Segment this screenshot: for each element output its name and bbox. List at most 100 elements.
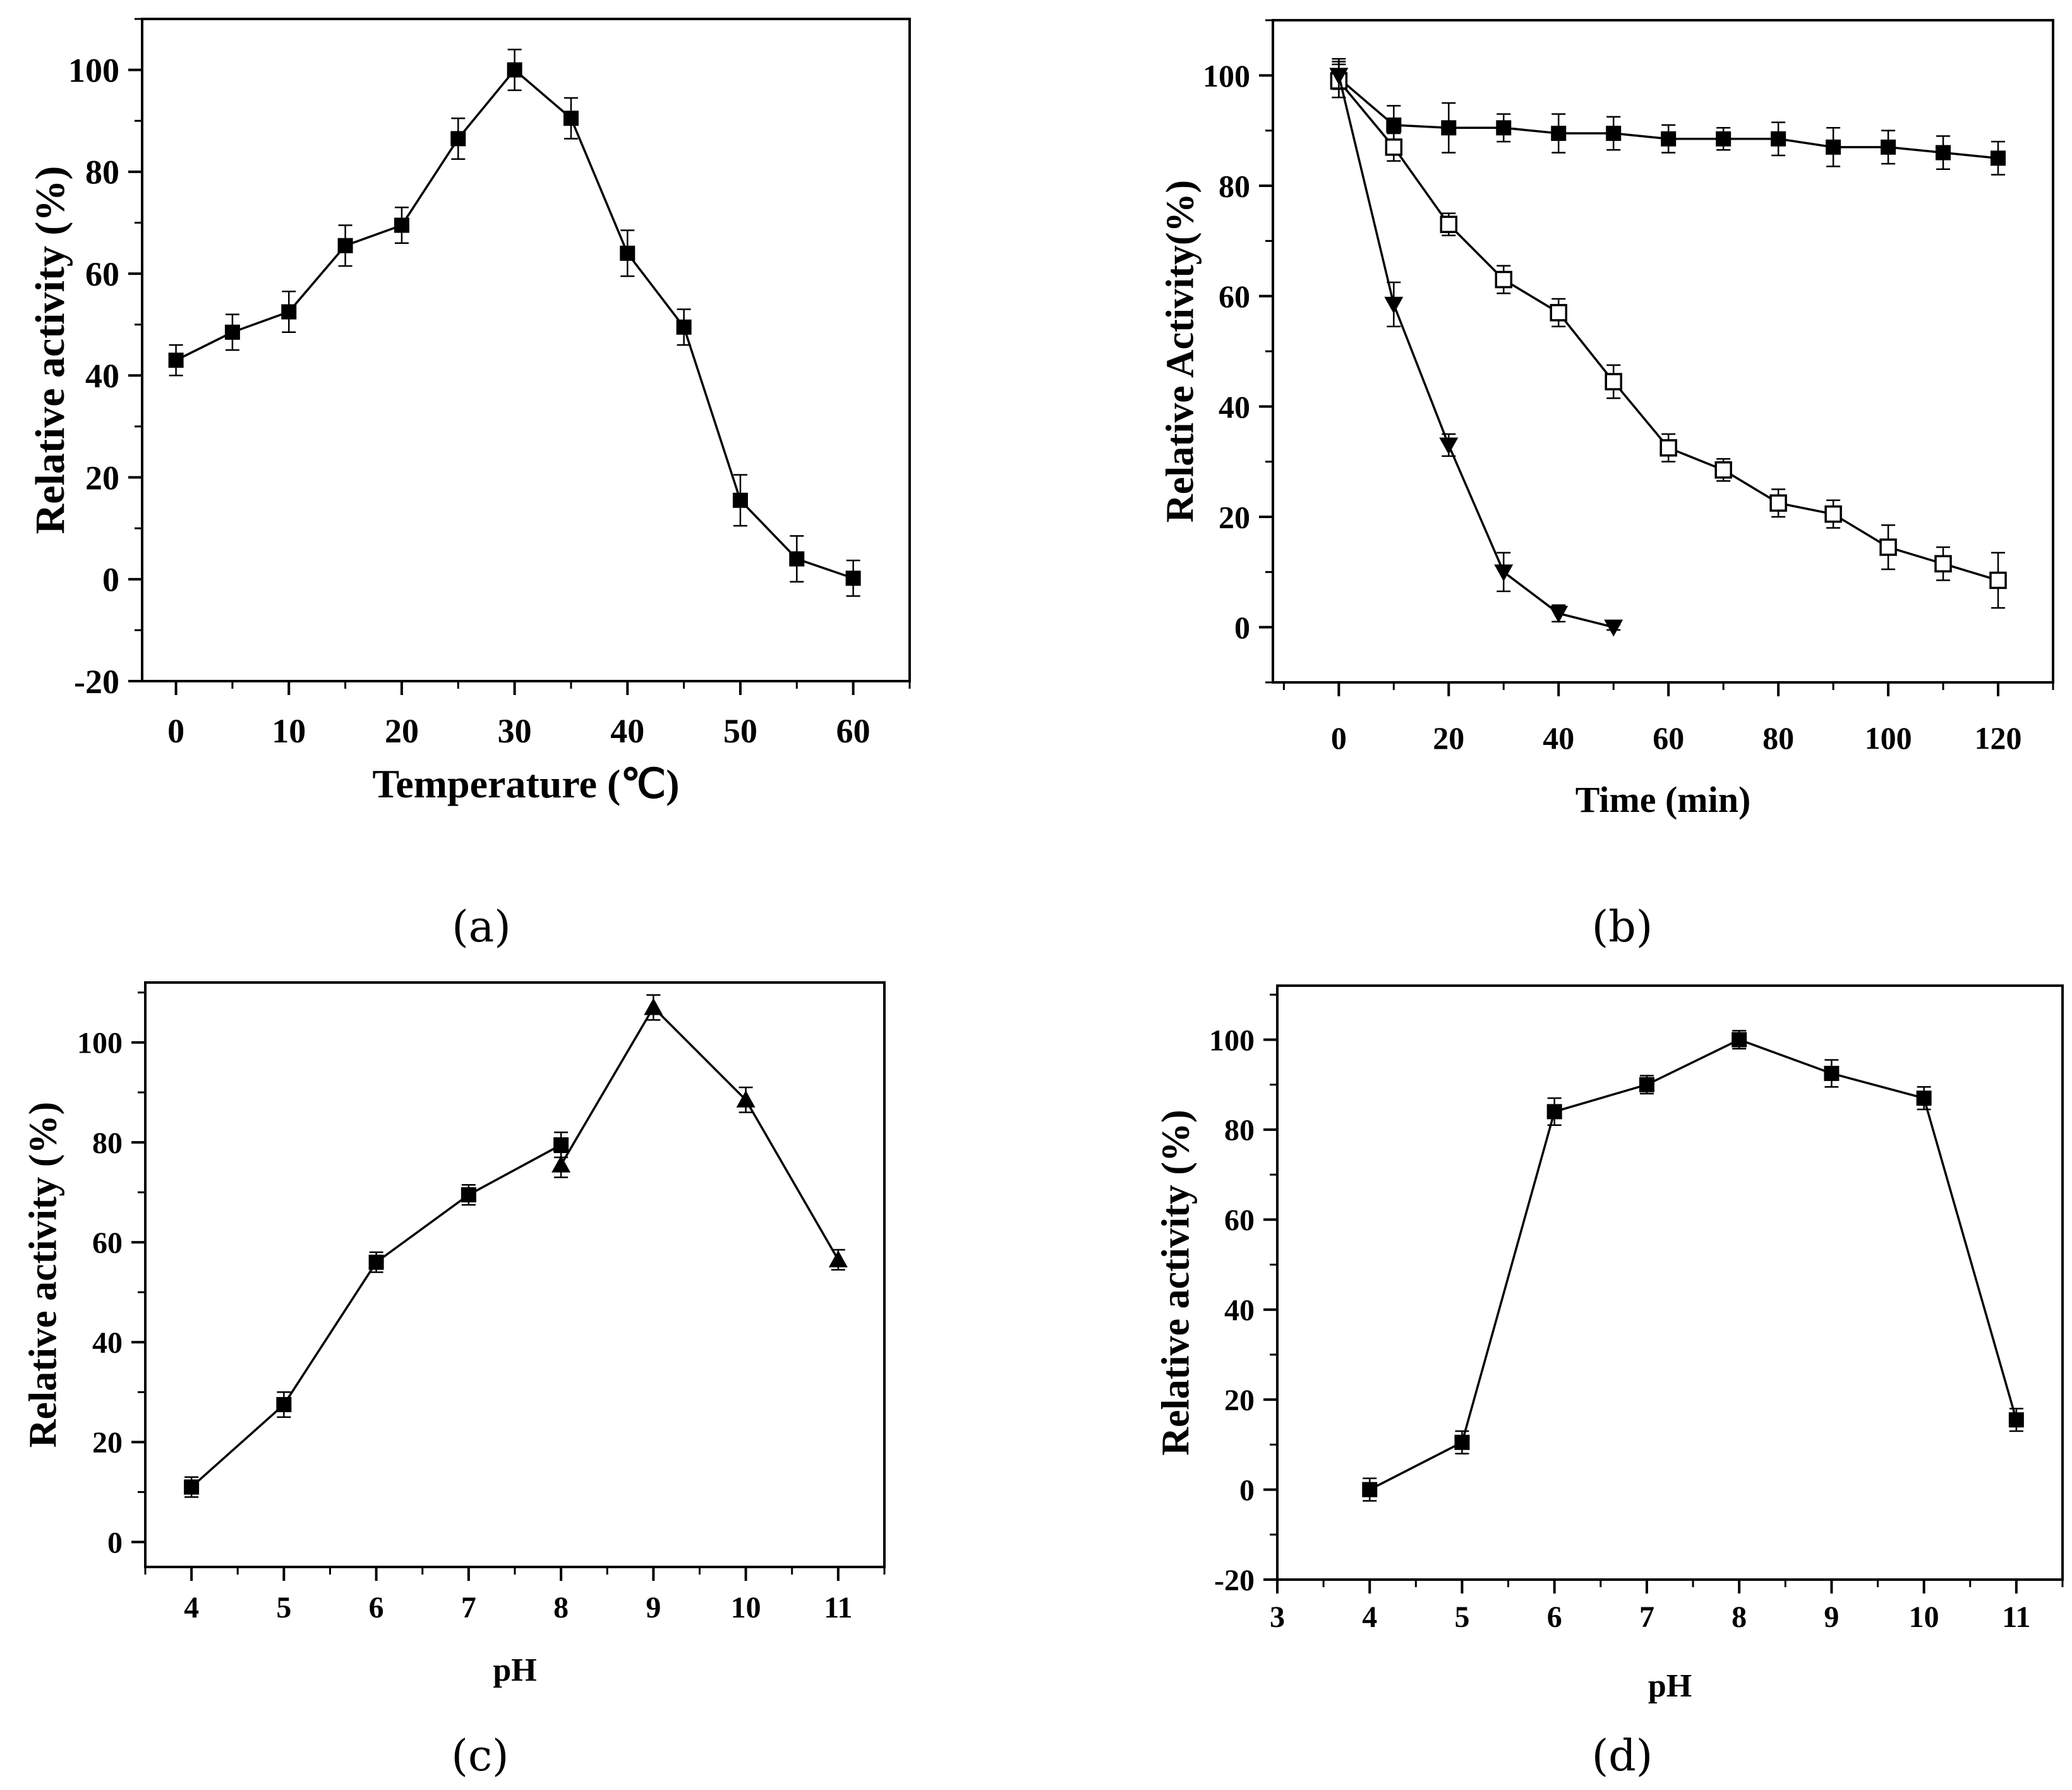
y-tick-label: 40 bbox=[85, 357, 119, 395]
y-tick-label: -20 bbox=[74, 663, 119, 701]
data-point bbox=[1546, 1104, 1562, 1120]
data-point bbox=[1661, 131, 1677, 147]
data-point bbox=[1604, 619, 1623, 637]
data-point bbox=[461, 1187, 476, 1203]
y-tick-label: 80 bbox=[1224, 1114, 1255, 1147]
data-point bbox=[553, 1137, 569, 1152]
data-point bbox=[1936, 145, 1951, 160]
data-point bbox=[2008, 1412, 2024, 1428]
data-point bbox=[1495, 270, 1513, 289]
y-tick-label: 40 bbox=[1224, 1294, 1255, 1327]
plot-frame bbox=[144, 981, 886, 1568]
data-point bbox=[1439, 437, 1459, 455]
data-point bbox=[1605, 373, 1622, 390]
data-point bbox=[1384, 296, 1404, 314]
y-tick-label: 20 bbox=[85, 459, 119, 497]
data-point bbox=[1824, 1065, 1840, 1081]
series-series-filled-triangle-down bbox=[1329, 61, 1623, 637]
data-point bbox=[1362, 1482, 1378, 1497]
x-tick-label: 5 bbox=[276, 1591, 291, 1624]
x-tick-label: 6 bbox=[369, 1591, 384, 1624]
data-point bbox=[1769, 494, 1787, 512]
y-tick-label: 80 bbox=[92, 1127, 123, 1160]
series-ph-square bbox=[184, 1131, 569, 1498]
data-point bbox=[276, 1397, 292, 1413]
x-tick-label: 4 bbox=[1362, 1600, 1377, 1634]
y-tick-label: 60 bbox=[85, 255, 119, 293]
series-series-filled-square bbox=[1331, 57, 2006, 176]
y-tick-label: 80 bbox=[85, 154, 119, 191]
data-point bbox=[732, 492, 748, 508]
x-tick-label: 11 bbox=[824, 1591, 852, 1624]
data-point bbox=[620, 245, 635, 261]
x-tick-label: 3 bbox=[1270, 1600, 1285, 1634]
data-point bbox=[168, 353, 184, 368]
x-tick-label: 7 bbox=[461, 1591, 476, 1624]
x-axis-title: Temperature (℃) bbox=[373, 761, 680, 806]
chart-panel-c: 4 5 6 7 8 9 10 11 0 20 40 60 80 100 pH Relative activit… bbox=[21, 981, 886, 1688]
data-point bbox=[1386, 117, 1402, 133]
x-axis-title: pH bbox=[493, 1652, 536, 1688]
data-point bbox=[337, 238, 353, 253]
x-tick-label: 60 bbox=[1653, 720, 1684, 756]
x-tick-label: 40 bbox=[1543, 720, 1574, 756]
chart-panel-a: 0 10 20 30 40 50 60 -20 0 20 40 60 80 100 Temperature … bbox=[27, 18, 911, 806]
y-tick-label: 0 bbox=[1239, 1473, 1255, 1507]
panel-caption-c: (c) bbox=[451, 1731, 509, 1781]
series-ph-triangle bbox=[551, 994, 848, 1271]
x-axis-title: pH bbox=[1648, 1668, 1692, 1704]
panel-caption-a: (a) bbox=[452, 902, 511, 952]
data-point bbox=[644, 998, 663, 1015]
data-point bbox=[1441, 120, 1457, 136]
y-tick-label: 60 bbox=[92, 1226, 123, 1260]
x-tick-label: 4 bbox=[184, 1591, 199, 1624]
x-tick-label: 10 bbox=[1909, 1600, 1939, 1634]
data-point bbox=[1916, 1091, 1932, 1106]
y-axis-title: Relative activity (%) bbox=[21, 1102, 64, 1448]
data-point bbox=[184, 1479, 200, 1495]
data-point bbox=[1454, 1434, 1470, 1450]
y-tick-label: 40 bbox=[92, 1326, 123, 1360]
y-tick-label: 0 bbox=[107, 1526, 123, 1559]
data-point bbox=[828, 1250, 848, 1267]
y-tick-label: -20 bbox=[1214, 1564, 1255, 1597]
x-tick-label: 100 bbox=[1865, 720, 1912, 756]
x-tick-label: 7 bbox=[1639, 1600, 1654, 1634]
x-tick-label: 9 bbox=[1824, 1600, 1839, 1634]
data-point bbox=[1494, 564, 1514, 582]
y-tick-label: 100 bbox=[1209, 1024, 1255, 1057]
series-line bbox=[560, 1005, 840, 1261]
data-point bbox=[676, 319, 692, 335]
data-point bbox=[1879, 538, 1897, 556]
data-point bbox=[1551, 126, 1567, 142]
chart-panel-b: 0 20 40 60 80 100 120 0 20 40 60 80 100 Time (min) Rel… bbox=[1159, 19, 2054, 820]
data-point bbox=[1716, 131, 1732, 147]
series-line bbox=[1337, 75, 1614, 629]
y-tick-label: 40 bbox=[1219, 389, 1250, 425]
x-tick-label: 30 bbox=[498, 712, 532, 750]
x-tick-label: 10 bbox=[731, 1591, 761, 1624]
x-tick-label: 0 bbox=[1331, 720, 1347, 756]
series-ph-square bbox=[1362, 1029, 2024, 1502]
plot-frame bbox=[1276, 984, 2064, 1581]
y-tick-label: 60 bbox=[1219, 279, 1250, 314]
data-point bbox=[1714, 461, 1732, 479]
data-point bbox=[394, 217, 409, 233]
data-point bbox=[1329, 68, 1349, 85]
x-tick-label: 80 bbox=[1762, 720, 1794, 756]
x-axis-title: Time (min) bbox=[1575, 779, 1751, 820]
x-tick-label: 0 bbox=[167, 712, 184, 750]
y-axis-title: Relative activity (%) bbox=[1154, 1110, 1197, 1455]
x-tick-label: 5 bbox=[1454, 1600, 1469, 1634]
series-line bbox=[1338, 80, 1999, 582]
y-tick-label: 0 bbox=[1234, 610, 1250, 645]
panel-caption-b: (b) bbox=[1592, 902, 1653, 952]
data-point bbox=[450, 131, 466, 147]
data-point bbox=[789, 551, 805, 567]
y-tick-label: 100 bbox=[1203, 58, 1250, 94]
panel-caption-d: (d) bbox=[1592, 1731, 1653, 1781]
x-tick-label: 60 bbox=[836, 712, 870, 750]
data-point bbox=[507, 62, 522, 78]
x-tick-label: 8 bbox=[553, 1591, 569, 1624]
